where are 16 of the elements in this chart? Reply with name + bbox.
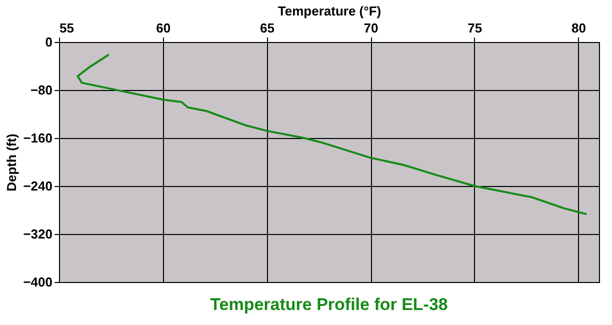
text: Temperature Profile for EL-38 bbox=[210, 295, 448, 314]
x-tick-label: 65 bbox=[260, 20, 274, 36]
x-tick-label: 75 bbox=[468, 20, 482, 36]
x-tick-label: 60 bbox=[156, 20, 171, 36]
y-tick-label: −160 bbox=[23, 130, 52, 146]
y-tick-label: −400 bbox=[23, 274, 52, 290]
line-series bbox=[76, 54, 588, 216]
x-tick-label: 80 bbox=[571, 20, 586, 36]
x-tick-label: 70 bbox=[364, 20, 378, 36]
y-tick-label: −240 bbox=[23, 178, 52, 194]
x-axis-title: Temperature (°F) bbox=[278, 4, 382, 18]
y-tick-label: −80 bbox=[30, 82, 52, 98]
x-tick-label: 55 bbox=[60, 20, 74, 36]
y-tick-label: −320 bbox=[23, 226, 52, 242]
y-tick-label: 0 bbox=[45, 34, 52, 50]
y-axis-title: Depth (ft) bbox=[4, 134, 20, 192]
